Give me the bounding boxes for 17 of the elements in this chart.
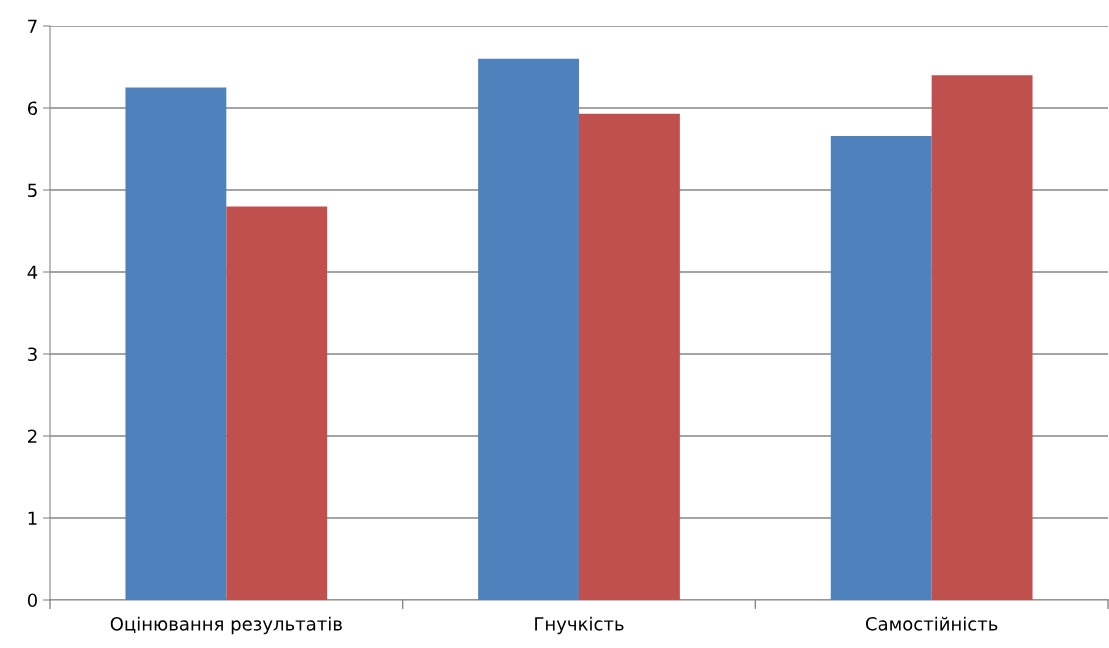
y-tick-label: 3 bbox=[28, 347, 37, 362]
bar bbox=[931, 75, 1033, 600]
bar bbox=[226, 206, 328, 600]
y-tick-label: 0 bbox=[27, 593, 37, 608]
y-tick-label: 7 bbox=[28, 19, 37, 33]
bar bbox=[478, 58, 579, 600]
y-tick-label: 1 bbox=[28, 511, 37, 525]
y-tick-label: 4 bbox=[27, 265, 38, 279]
bar bbox=[579, 113, 680, 600]
x-tick-label: Гнучкість bbox=[535, 616, 624, 635]
y-tick-label: 2 bbox=[28, 429, 37, 443]
bar bbox=[830, 135, 932, 600]
bar bbox=[125, 87, 227, 600]
x-tick-label: Самостійність bbox=[865, 616, 998, 631]
y-tick-label: 5 bbox=[28, 183, 37, 198]
x-tick-label: Оцінювання результатів bbox=[110, 616, 342, 635]
y-tick-label: 6 bbox=[27, 101, 38, 116]
